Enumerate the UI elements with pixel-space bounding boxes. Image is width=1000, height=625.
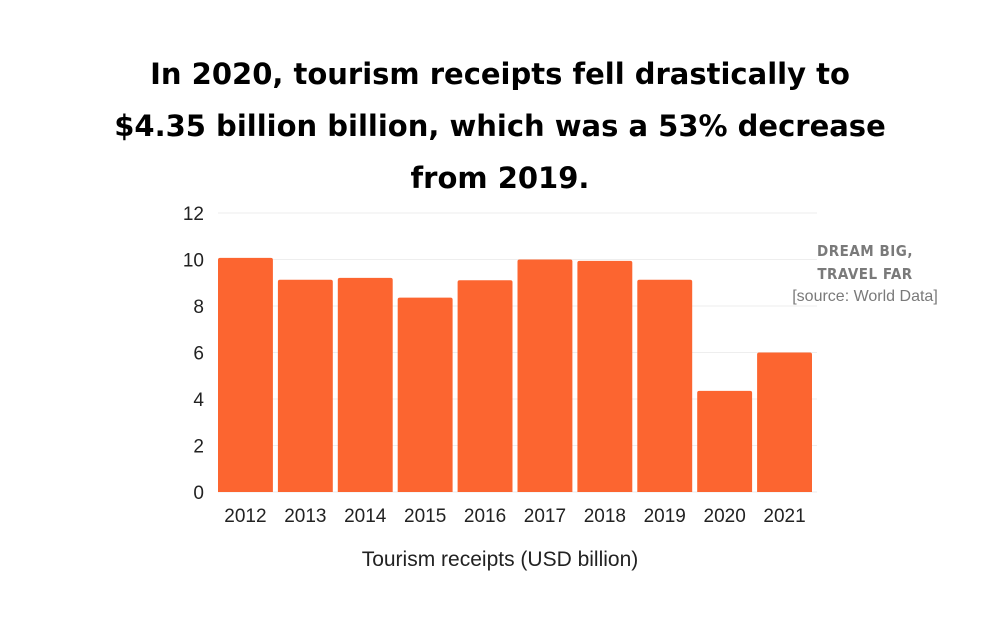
source-note: [source: World Data]: [792, 288, 938, 305]
brand-line-2: TRAVEL FAR: [817, 265, 913, 283]
bar: [637, 279, 693, 492]
y-tick-label: 12: [183, 204, 204, 225]
y-tick-label: 8: [193, 297, 204, 318]
x-tick-label: 2020: [704, 506, 746, 527]
bar: [697, 390, 753, 492]
y-tick-label: 4: [193, 390, 204, 411]
bar: [337, 277, 393, 492]
bar: [577, 260, 633, 492]
y-tick-label: 6: [193, 344, 204, 365]
x-tick-label: 2017: [524, 506, 566, 527]
y-tick-label: 10: [183, 251, 204, 272]
bar: [757, 352, 812, 492]
x-tick-label: 2013: [284, 506, 326, 527]
bar: [517, 259, 573, 492]
brand-line-1: DREAM BIG,: [817, 242, 913, 260]
x-tick-label: 2019: [644, 506, 686, 527]
chart-title: In 2020, tourism receipts fell drastical…: [114, 57, 886, 195]
x-tick-label: 2021: [763, 506, 805, 527]
y-tick-label: 0: [193, 483, 204, 504]
x-axis-label: Tourism receipts (USD billion): [361, 548, 639, 571]
bar: [397, 297, 453, 492]
x-tick-label: 2018: [584, 506, 626, 527]
bar: [277, 279, 333, 492]
x-tick-label: 2016: [464, 506, 506, 527]
y-tick-label: 2: [193, 437, 204, 458]
bar: [457, 280, 513, 492]
bar: [218, 257, 273, 492]
brand-annotation: DREAM BIG, TRAVEL FAR: [790, 240, 940, 286]
x-tick-label: 2012: [224, 506, 266, 527]
x-tick-label: 2014: [344, 506, 387, 527]
x-tick-label: 2015: [404, 506, 446, 527]
